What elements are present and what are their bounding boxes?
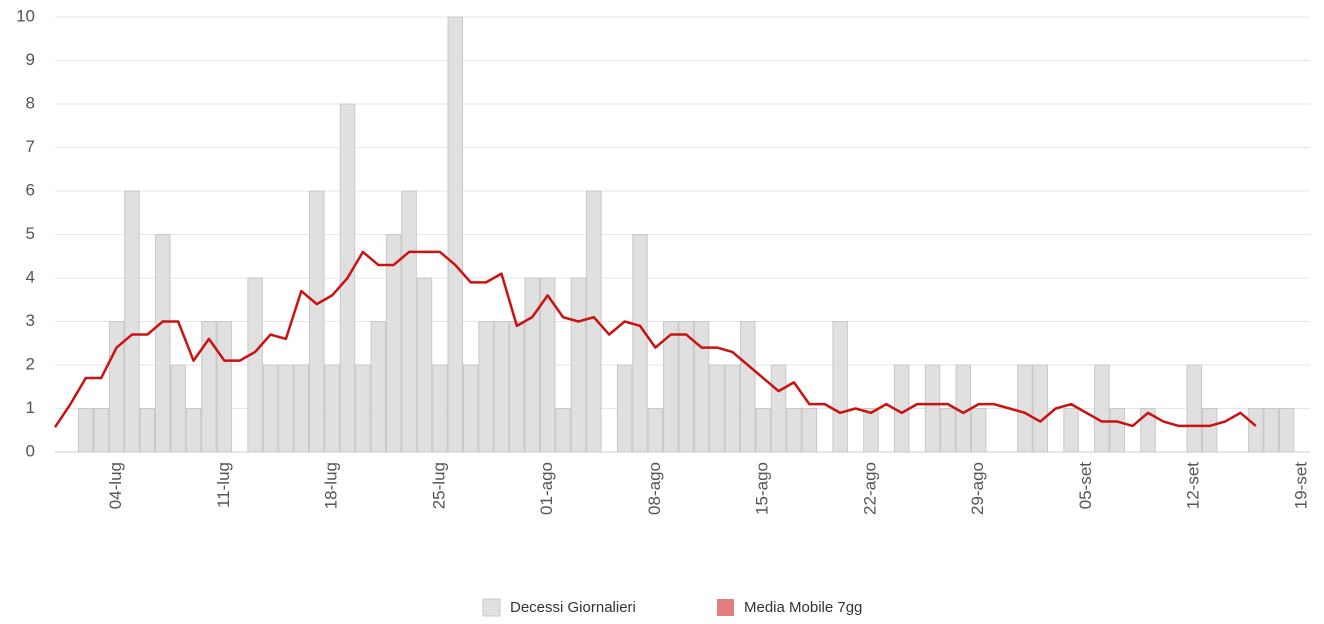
bar — [401, 190, 417, 453]
bar — [1186, 364, 1202, 453]
x-tick-label: 01-ago — [537, 462, 556, 515]
bar — [216, 321, 233, 453]
bar — [740, 321, 756, 453]
bar — [924, 364, 941, 453]
bar — [632, 234, 648, 453]
bar — [693, 321, 710, 453]
bar — [447, 16, 464, 453]
bar — [293, 364, 310, 453]
bar — [355, 364, 371, 453]
x-tick-label: 19-set — [1291, 462, 1310, 510]
bar — [1248, 408, 1264, 453]
bar — [93, 408, 109, 453]
bar — [539, 277, 556, 453]
bar — [416, 277, 433, 453]
bar — [324, 364, 340, 453]
bar — [770, 364, 787, 453]
bar — [155, 234, 171, 453]
bar — [432, 364, 448, 453]
bar — [462, 364, 479, 453]
bar — [509, 321, 525, 453]
bar — [185, 408, 202, 453]
bar — [786, 408, 802, 453]
x-tick-label: 11-lug — [214, 462, 233, 508]
bar — [1109, 408, 1125, 453]
legend-swatch — [482, 598, 501, 617]
y-tick-label: 5 — [26, 224, 35, 243]
bar — [940, 408, 956, 453]
bar — [555, 408, 571, 453]
bar — [262, 364, 279, 453]
bar — [478, 321, 494, 453]
y-tick-label: 10 — [16, 6, 35, 25]
bar — [1017, 364, 1033, 453]
y-tick-label: 1 — [26, 398, 35, 417]
bar — [1278, 408, 1295, 453]
bar — [1063, 408, 1079, 453]
bar — [647, 408, 664, 453]
bar — [1032, 364, 1049, 453]
bar — [124, 190, 140, 453]
bar — [278, 364, 294, 453]
bar — [308, 190, 325, 453]
bar — [616, 364, 633, 453]
bar — [493, 321, 510, 453]
bar — [1263, 408, 1279, 453]
bar — [755, 408, 771, 453]
legend-label: Decessi Giornalieri — [510, 599, 636, 616]
bar — [1140, 408, 1156, 453]
y-tick-label: 0 — [26, 441, 35, 460]
bar — [370, 321, 387, 453]
y-tick-label: 3 — [26, 311, 35, 330]
y-tick-label: 7 — [26, 137, 35, 156]
bar — [385, 234, 402, 453]
x-tick-label: 25-lug — [429, 462, 448, 509]
y-tick-label: 8 — [26, 93, 35, 112]
bar — [524, 277, 540, 453]
bar — [678, 321, 694, 453]
bar — [724, 364, 741, 453]
x-tick-label: 29-ago — [968, 462, 987, 515]
bar — [970, 408, 987, 453]
line — [53, 250, 1257, 428]
bar — [709, 364, 725, 453]
y-tick-label: 2 — [26, 354, 35, 373]
bar — [1094, 364, 1110, 453]
x-tick-label: 22-ago — [860, 462, 879, 515]
x-tick-label: 18-lug — [322, 462, 341, 509]
x-tick-label: 04-lug — [106, 462, 125, 509]
legend-label: Media Mobile 7gg — [744, 599, 862, 616]
x-tick-label: 05-set — [1076, 462, 1095, 510]
bar — [663, 321, 679, 453]
bar — [955, 364, 972, 453]
bar — [863, 408, 879, 453]
y-tick-label: 4 — [26, 267, 35, 286]
bar — [78, 408, 94, 453]
bar — [801, 408, 818, 453]
bar — [170, 364, 186, 453]
bar — [139, 408, 156, 453]
bar — [832, 321, 848, 453]
bar — [893, 364, 910, 453]
x-tick-label: 12-set — [1184, 462, 1203, 510]
bar — [1201, 408, 1218, 453]
x-tick-label: 08-ago — [645, 462, 664, 515]
bar — [586, 190, 602, 453]
bar — [108, 321, 125, 453]
bar — [201, 321, 217, 453]
bar — [247, 277, 263, 453]
x-tick-label: 15-ago — [753, 462, 772, 515]
bar — [570, 277, 587, 453]
y-tick-label: 6 — [26, 180, 35, 199]
y-tick-label: 9 — [26, 50, 35, 69]
legend-swatch — [717, 599, 734, 616]
